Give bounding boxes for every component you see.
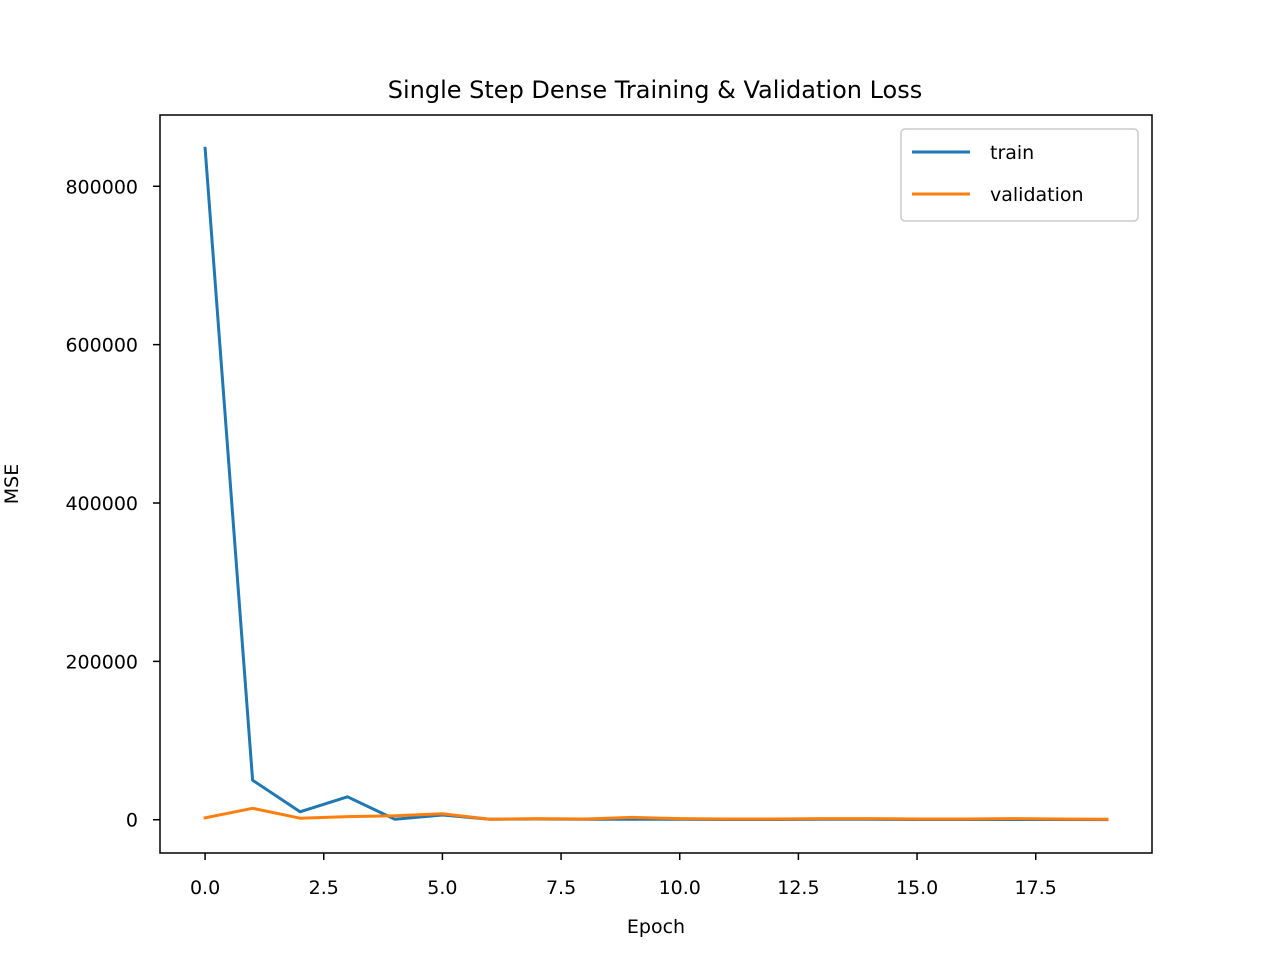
legend-label-train: train [990, 142, 1034, 164]
series-layer [203, 146, 1109, 822]
x-tick-label: 15.0 [896, 877, 938, 899]
series-line-validation [203, 806, 1109, 821]
legend-label-validation: validation [990, 184, 1084, 206]
x-tick-label: 12.5 [777, 877, 819, 899]
series-line-train [203, 146, 1109, 822]
x-tick-label: 2.5 [309, 877, 339, 899]
chart-title: Single Step Dense Training & Validation … [388, 76, 923, 104]
y-tick-label: 800000 [65, 176, 138, 198]
y-axis-label: MSE [1, 464, 23, 504]
y-axis-ticks: 0 200000 400000 600000 800000 [65, 176, 160, 832]
plot-area [159, 114, 1153, 854]
x-tick-label: 5.0 [427, 877, 457, 899]
x-tick-label: 10.0 [659, 877, 701, 899]
y-tick-label: 600000 [65, 335, 138, 357]
x-axis-label: Epoch [627, 916, 685, 938]
x-tick-label: 7.5 [546, 877, 576, 899]
legend: train validation [900, 128, 1139, 222]
y-tick-label: 400000 [65, 493, 138, 515]
y-tick-label: 200000 [65, 651, 138, 673]
x-tick-label: 0.0 [190, 877, 220, 899]
y-tick-label: 0 [126, 810, 138, 832]
x-axis-ticks: 0.0 2.5 5.0 7.5 10.0 12.5 15.0 17.5 [190, 853, 1057, 899]
x-tick-label: 17.5 [1015, 877, 1057, 899]
axes-frame [159, 114, 1153, 854]
